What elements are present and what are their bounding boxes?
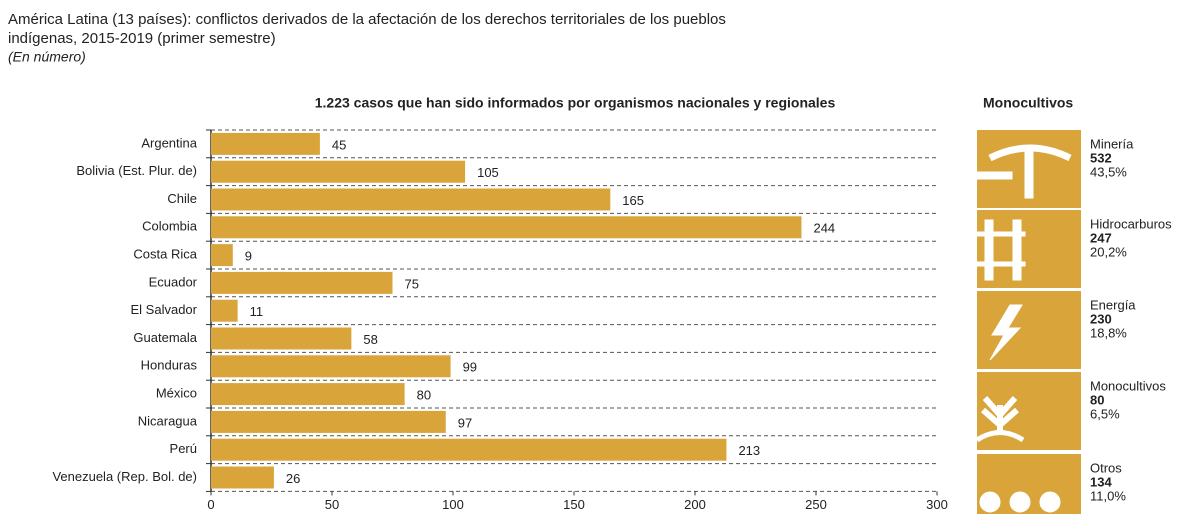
bar xyxy=(211,410,446,433)
x-tick-label: 150 xyxy=(563,497,585,512)
bar xyxy=(211,383,405,406)
x-tick-label: 300 xyxy=(926,497,948,512)
value-label: 58 xyxy=(363,332,377,347)
panel-box xyxy=(977,210,1081,288)
item-name: Monocultivos xyxy=(1090,378,1166,393)
value-label: 45 xyxy=(332,137,346,152)
value-label: 99 xyxy=(463,360,477,375)
bar xyxy=(211,271,393,294)
value-label: 244 xyxy=(813,221,835,236)
value-label: 105 xyxy=(477,165,499,180)
y-tick-label: Venezuela (Rep. Bol. de) xyxy=(52,469,197,484)
bar xyxy=(211,216,802,239)
bar xyxy=(211,466,274,489)
bar xyxy=(211,438,727,461)
chart-subtitle: (En número) xyxy=(8,49,86,65)
x-tick-label: 200 xyxy=(684,497,706,512)
y-tick-label: Guatemala xyxy=(133,330,197,345)
bar xyxy=(211,160,466,183)
chart-heading: 1.223 casos que han sido informados por … xyxy=(315,95,836,111)
y-tick-label: México xyxy=(156,386,197,401)
y-tick-label: Perú xyxy=(170,441,197,456)
value-label: 165 xyxy=(622,193,644,208)
x-tick-label: 0 xyxy=(207,497,214,512)
x-tick-label: 100 xyxy=(442,497,464,512)
value-label: 97 xyxy=(458,415,472,430)
bar xyxy=(211,132,320,155)
y-tick-label: Argentina xyxy=(141,135,197,150)
bar xyxy=(211,299,238,322)
item-share: 6,5% xyxy=(1090,406,1120,421)
y-tick-label: Honduras xyxy=(141,358,198,373)
item-share: 11,0% xyxy=(1090,488,1126,503)
item-count: 230 xyxy=(1090,311,1112,326)
bar xyxy=(211,244,233,267)
x-tick-label: 50 xyxy=(325,497,339,512)
item-count: 134 xyxy=(1090,474,1112,489)
chart-title: América Latina (13 países): conflictos d… xyxy=(8,11,726,28)
value-label: 80 xyxy=(417,388,431,403)
item-count: 80 xyxy=(1090,392,1104,407)
value-label: 26 xyxy=(286,471,300,486)
value-label: 11 xyxy=(250,304,264,319)
y-tick-label: Nicaragua xyxy=(138,413,198,428)
y-tick-label: Costa Rica xyxy=(133,247,197,262)
y-tick-label: Bolivia (Est. Plur. de) xyxy=(76,163,197,178)
bar xyxy=(211,188,611,211)
x-tick-label: 250 xyxy=(805,497,827,512)
item-count: 247 xyxy=(1090,230,1112,245)
y-tick-label: Chile xyxy=(167,191,197,206)
item-share: 20,2% xyxy=(1090,244,1127,259)
value-label: 213 xyxy=(738,443,760,458)
item-count: 532 xyxy=(1090,150,1112,165)
item-name: Energía xyxy=(1090,297,1136,312)
item-name: Minería xyxy=(1090,136,1134,151)
y-tick-label: Ecuador xyxy=(149,274,198,289)
y-tick-label: Colombia xyxy=(142,219,198,234)
panel-heading: Monocultivos xyxy=(983,95,1073,111)
y-tick-label: El Salvador xyxy=(131,302,198,317)
chart-title: indígenas, 2015-2019 (primer semestre) xyxy=(8,30,276,47)
bar xyxy=(211,327,352,350)
item-name: Hidrocarburos xyxy=(1090,216,1172,231)
value-label: 75 xyxy=(405,276,419,291)
item-share: 18,8% xyxy=(1090,325,1127,340)
bar xyxy=(211,355,451,378)
value-label: 9 xyxy=(245,249,252,264)
icons xyxy=(975,144,1072,513)
item-share: 43,5% xyxy=(1090,164,1127,179)
item-name: Otros xyxy=(1090,460,1122,475)
